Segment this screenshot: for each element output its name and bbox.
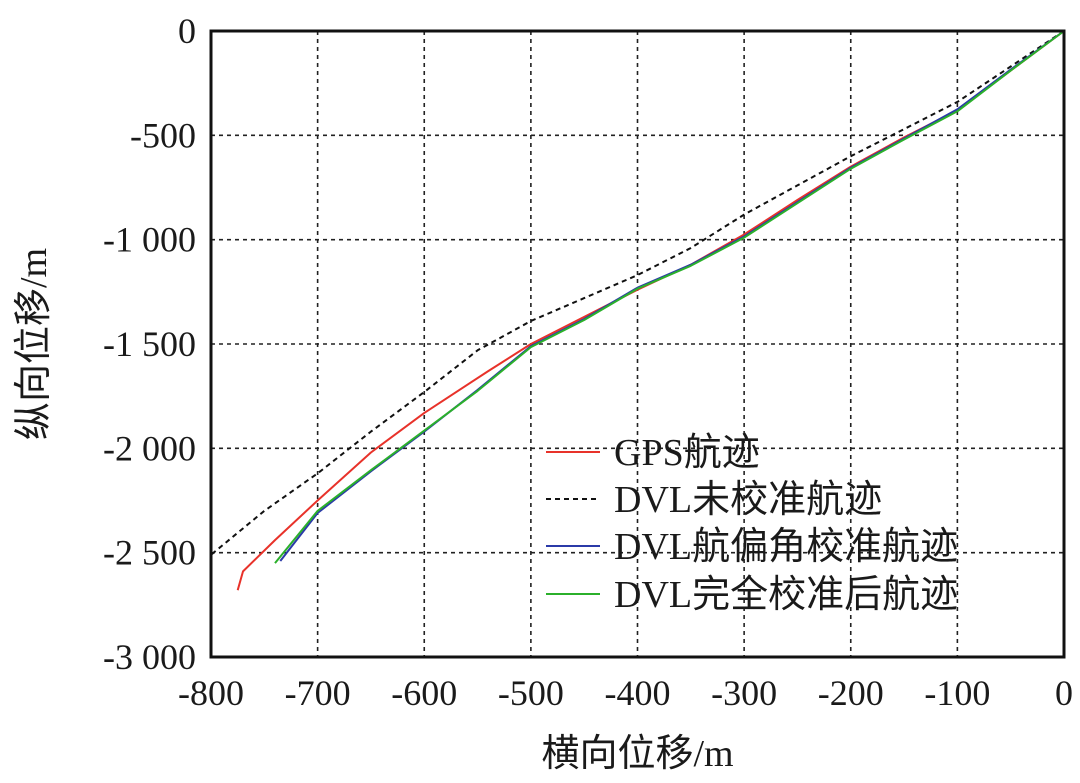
x-axis-title: 横向位移/m bbox=[541, 733, 733, 775]
legend-label-1: GPS航迹 bbox=[614, 432, 760, 474]
series-line-4 bbox=[274, 30, 1065, 564]
x-tick-labels: -800 -700 -600 -500 -400 -300 -200 -100 0 bbox=[178, 673, 1073, 713]
y-tick-label: -1 500 bbox=[103, 324, 196, 364]
y-tick-labels: 0 -500 -1 000 -1 500 -2 000 -2 500 -3 000 bbox=[103, 11, 196, 677]
x-tick-label: -400 bbox=[605, 673, 671, 713]
legend-label-4: DVL完全校准后航迹 bbox=[614, 574, 958, 616]
y-tick-label: -1 000 bbox=[103, 220, 196, 260]
x-tick-label: -300 bbox=[711, 673, 777, 713]
x-tick-label: -200 bbox=[818, 673, 884, 713]
x-tick-label: -500 bbox=[498, 673, 564, 713]
series-lines bbox=[210, 30, 1065, 591]
y-tick-label: -500 bbox=[130, 115, 196, 155]
y-tick-label: -2 500 bbox=[103, 533, 196, 573]
legend-label-2: DVL未校准航迹 bbox=[614, 479, 882, 521]
y-tick-label: 0 bbox=[178, 11, 196, 51]
y-tick-label: -3 000 bbox=[103, 637, 196, 677]
x-tick-label: -700 bbox=[285, 673, 351, 713]
grid-lines bbox=[211, 31, 1064, 657]
legend-label-3: DVL航偏角校准航迹 bbox=[614, 526, 958, 568]
y-axis-title: 纵向位移/m bbox=[13, 248, 55, 440]
y-tick-label: -2 000 bbox=[103, 428, 196, 468]
x-tick-label: -600 bbox=[391, 673, 457, 713]
x-tick-label: 0 bbox=[1055, 673, 1073, 713]
legend: GPS航迹 DVL未校准航迹 DVL航偏角校准航迹 DVL完全校准后航迹 bbox=[546, 432, 958, 616]
series-line-2 bbox=[210, 30, 1065, 556]
x-tick-label: -100 bbox=[924, 673, 990, 713]
plot-frame bbox=[209, 29, 1066, 659]
x-tick-label: -800 bbox=[178, 673, 244, 713]
